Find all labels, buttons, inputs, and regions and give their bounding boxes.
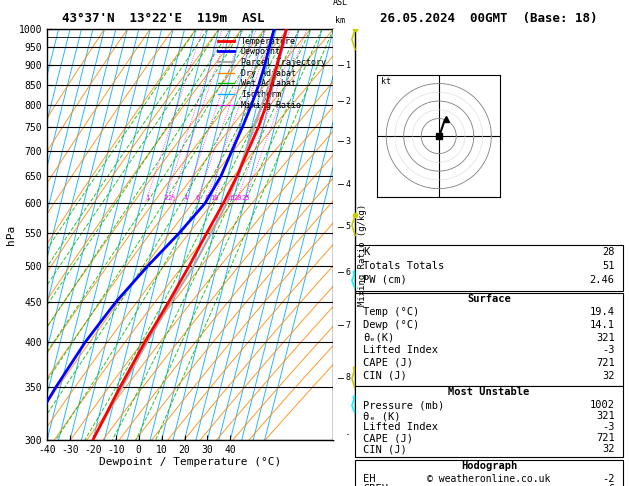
Text: 6: 6 bbox=[608, 484, 615, 486]
Text: 32: 32 bbox=[602, 371, 615, 381]
Text: 26.05.2024  00GMT  (Base: 18): 26.05.2024 00GMT (Base: 18) bbox=[381, 12, 598, 25]
Text: -3: -3 bbox=[602, 346, 615, 355]
Text: © weatheronline.co.uk: © weatheronline.co.uk bbox=[427, 473, 551, 484]
Bar bbox=[355, 460, 623, 486]
Text: Surface: Surface bbox=[467, 294, 511, 304]
Text: 1: 1 bbox=[346, 61, 351, 69]
Text: 321: 321 bbox=[596, 411, 615, 421]
Text: 4: 4 bbox=[346, 179, 351, 189]
Text: 7: 7 bbox=[346, 321, 351, 330]
Text: 5: 5 bbox=[346, 223, 351, 231]
Text: LCL: LCL bbox=[334, 428, 349, 437]
Text: Hodograph: Hodograph bbox=[461, 461, 517, 471]
Text: CIN (J): CIN (J) bbox=[364, 444, 407, 454]
Text: CAPE (J): CAPE (J) bbox=[364, 433, 413, 443]
Text: 43°37'N  13°22'E  119m  ASL: 43°37'N 13°22'E 119m ASL bbox=[62, 12, 265, 25]
Text: Totals Totals: Totals Totals bbox=[364, 260, 445, 271]
Text: 3: 3 bbox=[346, 137, 351, 146]
Text: 2: 2 bbox=[346, 97, 351, 105]
Text: 1002: 1002 bbox=[590, 400, 615, 410]
Bar bbox=[355, 386, 623, 457]
Text: Lifted Index: Lifted Index bbox=[364, 346, 438, 355]
Text: Most Unstable: Most Unstable bbox=[448, 387, 530, 397]
Text: 2½: 2½ bbox=[168, 194, 176, 201]
Text: 321: 321 bbox=[596, 332, 615, 343]
Text: θₑ(K): θₑ(K) bbox=[364, 332, 394, 343]
Text: ASL: ASL bbox=[333, 0, 348, 7]
Text: Dewp (°C): Dewp (°C) bbox=[364, 320, 420, 330]
Text: 19.4: 19.4 bbox=[590, 307, 615, 317]
Text: 51: 51 bbox=[602, 260, 615, 271]
Text: km: km bbox=[335, 16, 345, 25]
Text: CIN (J): CIN (J) bbox=[364, 371, 407, 381]
Text: SREH: SREH bbox=[364, 484, 388, 486]
Bar bbox=[355, 293, 623, 386]
Text: 32: 32 bbox=[602, 444, 615, 454]
Text: 14.1: 14.1 bbox=[590, 320, 615, 330]
Text: 4: 4 bbox=[184, 195, 188, 201]
Text: kt: kt bbox=[381, 76, 391, 86]
Text: Mixing Ratio (g/kg): Mixing Ratio (g/kg) bbox=[358, 204, 367, 306]
Text: 20: 20 bbox=[233, 195, 242, 201]
Text: EH: EH bbox=[364, 474, 376, 484]
Text: Lifted Index: Lifted Index bbox=[364, 422, 438, 432]
Text: 6: 6 bbox=[196, 195, 200, 201]
Legend: Temperature, Dewpoint, Parcel Trajectory, Dry Adiabat, Wet Adiabat, Isotherm, Mi: Temperature, Dewpoint, Parcel Trajectory… bbox=[214, 34, 329, 113]
Y-axis label: hPa: hPa bbox=[6, 225, 16, 244]
Text: 10: 10 bbox=[210, 195, 218, 201]
Text: 28: 28 bbox=[602, 246, 615, 257]
Text: Temp (°C): Temp (°C) bbox=[364, 307, 420, 317]
Text: 721: 721 bbox=[596, 358, 615, 368]
X-axis label: Dewpoint / Temperature (°C): Dewpoint / Temperature (°C) bbox=[99, 457, 281, 468]
Text: PW (cm): PW (cm) bbox=[364, 275, 407, 285]
Text: 721: 721 bbox=[596, 433, 615, 443]
Text: K: K bbox=[364, 246, 370, 257]
Text: -2: -2 bbox=[602, 474, 615, 484]
Text: Pressure (mb): Pressure (mb) bbox=[364, 400, 445, 410]
Text: CAPE (J): CAPE (J) bbox=[364, 358, 413, 368]
Text: 2: 2 bbox=[164, 195, 168, 201]
Text: 2.46: 2.46 bbox=[590, 275, 615, 285]
Bar bbox=[355, 245, 623, 291]
Text: -3: -3 bbox=[602, 422, 615, 432]
Text: 6: 6 bbox=[346, 268, 351, 277]
Text: 8: 8 bbox=[346, 373, 351, 382]
Text: θₑ (K): θₑ (K) bbox=[364, 411, 401, 421]
Text: 25: 25 bbox=[242, 195, 250, 201]
Text: 8: 8 bbox=[205, 195, 209, 201]
Text: 16: 16 bbox=[226, 195, 234, 201]
Text: 1: 1 bbox=[145, 195, 149, 201]
